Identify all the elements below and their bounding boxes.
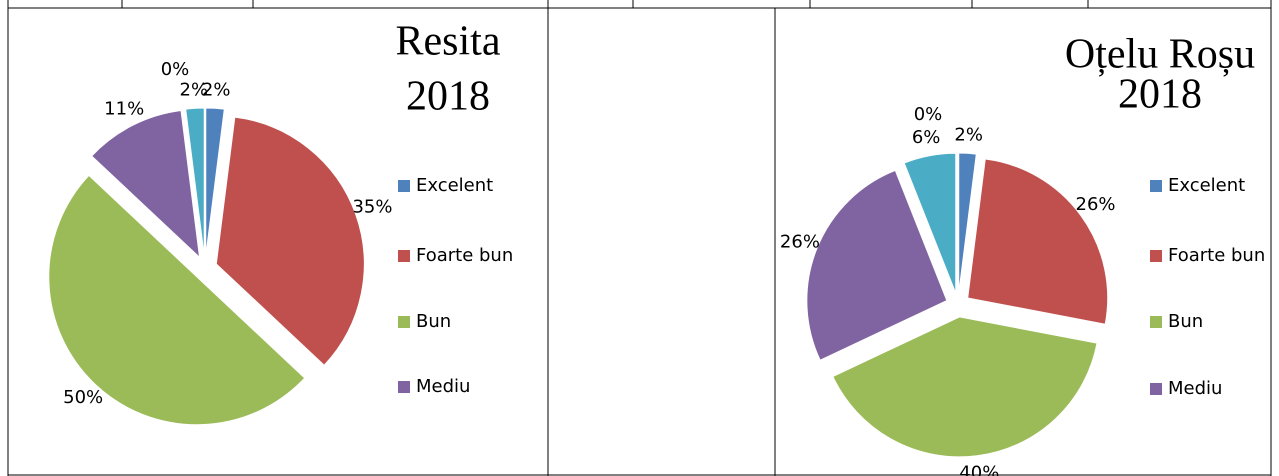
data-label: 2% bbox=[202, 79, 231, 100]
chart-subtitle: 2018 bbox=[406, 74, 490, 120]
legend-label: Mediu bbox=[416, 376, 470, 397]
pie-slice bbox=[215, 116, 365, 366]
data-label: 50% bbox=[63, 387, 103, 408]
data-label: 2% bbox=[180, 79, 209, 100]
data-label: 0% bbox=[161, 59, 190, 80]
chart-subtitle: 2018 bbox=[1118, 72, 1202, 118]
legend-label: Foarte bun bbox=[416, 245, 513, 266]
legend-swatch bbox=[398, 381, 410, 393]
data-label: 11% bbox=[104, 98, 144, 119]
table-borders bbox=[7, 0, 1272, 476]
data-label: 6% bbox=[912, 127, 941, 148]
pie-slice bbox=[90, 109, 201, 259]
data-label: 35% bbox=[352, 197, 392, 218]
legend-swatch bbox=[1150, 180, 1162, 192]
pie-slice bbox=[958, 152, 977, 294]
pie-slice bbox=[205, 107, 225, 257]
legend-label: Excelent bbox=[1168, 175, 1245, 196]
legend-swatch bbox=[1150, 250, 1162, 262]
legend-label: Bun bbox=[416, 311, 451, 332]
chart-title: Oțelu Roșu bbox=[1065, 32, 1255, 78]
pie-slice bbox=[185, 107, 205, 257]
legend-swatch bbox=[1150, 383, 1162, 395]
pie-slice bbox=[48, 174, 306, 426]
chart-title: Resita bbox=[396, 19, 501, 65]
legend-swatch bbox=[398, 250, 410, 262]
pie-slice bbox=[967, 158, 1109, 325]
legend-swatch bbox=[1150, 316, 1162, 328]
pie-slice bbox=[832, 316, 1098, 458]
pie-slice bbox=[806, 169, 948, 361]
legend-label: Excelent bbox=[416, 175, 493, 196]
data-label: 2% bbox=[954, 124, 983, 145]
legend-label: Mediu bbox=[1168, 378, 1222, 399]
pie-slice bbox=[903, 152, 957, 294]
legend-label: Bun bbox=[1168, 311, 1203, 332]
legend-swatch bbox=[398, 316, 410, 328]
data-label: 0% bbox=[914, 104, 943, 125]
legend-label: Foarte bun bbox=[1168, 245, 1265, 266]
data-label: 40% bbox=[959, 463, 999, 476]
data-label: 26% bbox=[1076, 194, 1116, 215]
legend-swatch bbox=[398, 180, 410, 192]
data-label: 26% bbox=[780, 231, 820, 252]
